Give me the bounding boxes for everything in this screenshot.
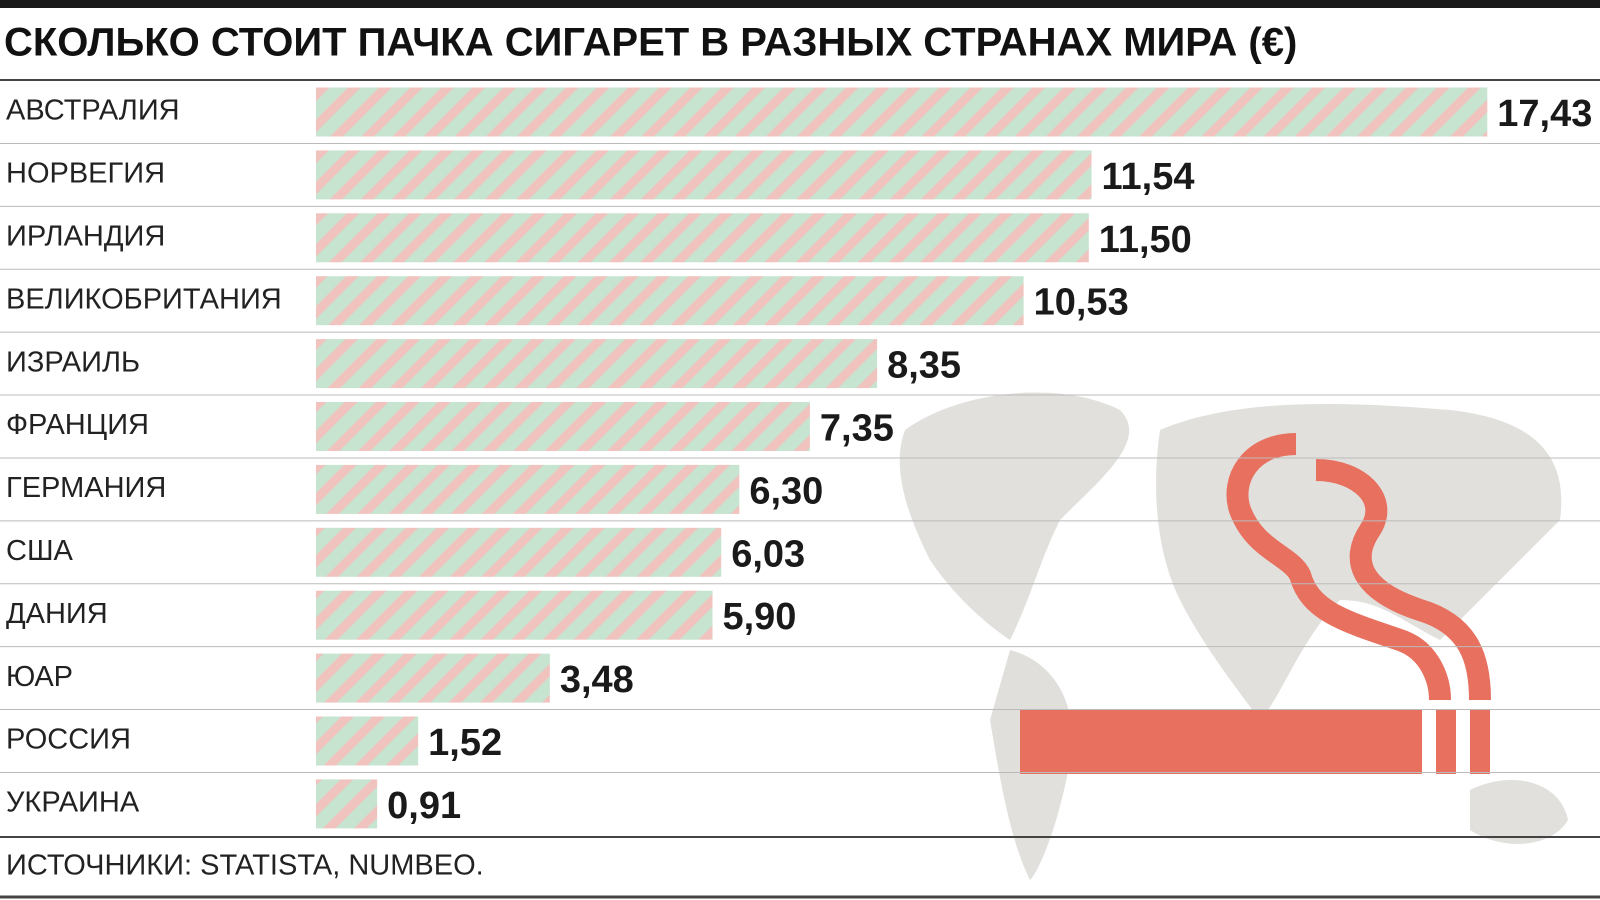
value-label: 10,53 [1034, 282, 1129, 324]
bar [316, 653, 550, 703]
category-label: ФРАНЦИЯ [6, 409, 149, 441]
value-label: 7,35 [820, 408, 894, 450]
source: ИСТОЧНИКИ: STATISTA, NUMBEO. [6, 850, 484, 882]
category-label: НОРВЕГИЯ [6, 158, 165, 190]
bar [316, 87, 1488, 137]
value-label: 3,48 [560, 659, 634, 701]
category-label: АВСТРАЛИЯ [6, 95, 180, 127]
bar [316, 527, 722, 577]
category-label: УКРАИНА [6, 787, 140, 819]
bar [316, 402, 810, 451]
value-label: 17,43 [1497, 93, 1592, 135]
cigarette-icon [1020, 433, 1491, 774]
category-label: ДАНИЯ [6, 598, 108, 630]
category-label: РОССИЯ [6, 724, 131, 756]
bar [316, 464, 740, 514]
value-label: 1,52 [428, 722, 502, 764]
value-label: 5,90 [722, 596, 796, 638]
category-label: США [6, 535, 74, 567]
category-label: ВЕЛИКОБРИТАНИЯ [6, 283, 282, 315]
bar [316, 716, 419, 766]
category-label: ГЕРМАНИЯ [6, 472, 166, 504]
category-label: ИРЛАНДИЯ [6, 220, 165, 252]
top-bar [0, 0, 1600, 8]
value-label: 8,35 [887, 345, 961, 387]
bar [316, 779, 378, 829]
value-label: 11,54 [1101, 156, 1194, 198]
category-label: ЮАР [6, 661, 73, 693]
value-label: 0,91 [387, 785, 461, 827]
bar [316, 213, 1089, 263]
bar [316, 276, 1024, 326]
category-label: ИЗРАИЛЬ [6, 346, 140, 378]
bar [316, 590, 713, 640]
value-label: 6,03 [731, 533, 805, 575]
bar [316, 339, 878, 389]
value-label: 6,30 [749, 470, 823, 512]
value-label: 11,50 [1099, 219, 1192, 261]
bar [316, 150, 1092, 200]
chart-title: СКОЛЬКО СТОИТ ПАЧКА СИГАРЕТ В РАЗНЫХ СТР… [4, 21, 1297, 65]
